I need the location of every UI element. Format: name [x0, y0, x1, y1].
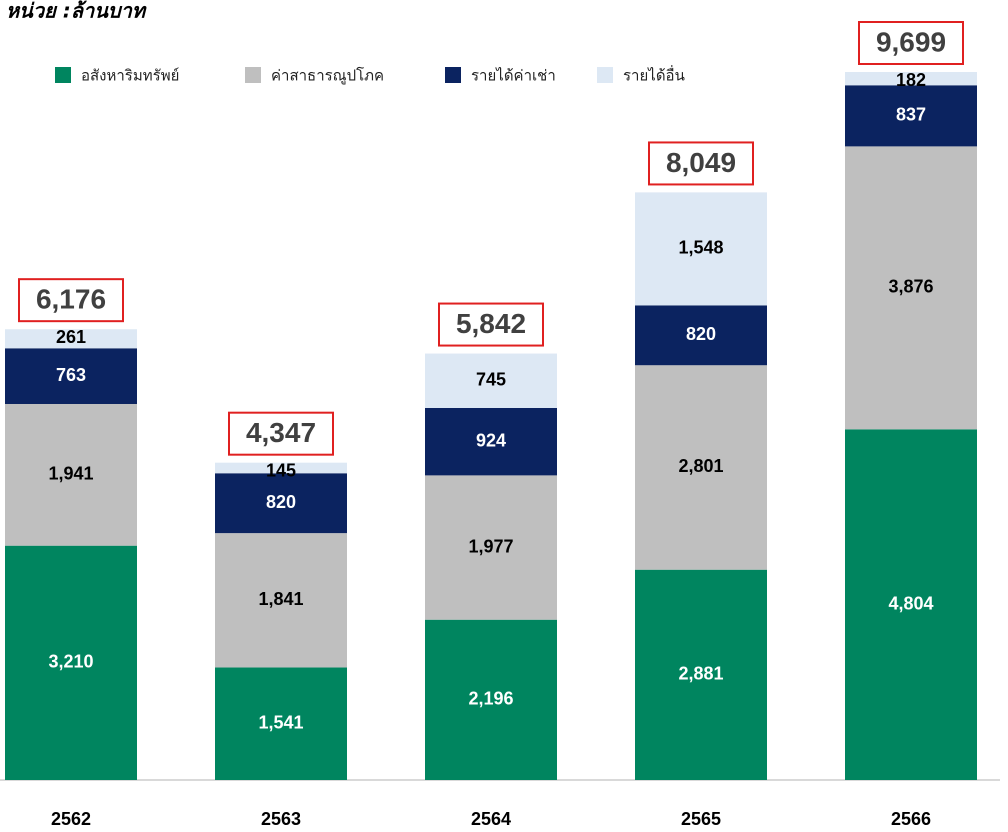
data-label: 763 [56, 365, 86, 385]
bar-segment [425, 407, 557, 476]
x-tick-label: 2562 [51, 809, 91, 829]
total-box [438, 302, 544, 347]
bar-segment [215, 667, 347, 780]
data-label: 1,841 [258, 589, 303, 609]
bar-segment [845, 146, 977, 430]
bar-segment [215, 462, 347, 474]
data-label: 745 [476, 369, 506, 389]
data-label: 145 [266, 460, 296, 480]
data-label: 182 [896, 70, 926, 90]
legend-label: รายได้ค่าเช่า [471, 67, 556, 85]
bar-segment [845, 72, 977, 86]
bar-segment [425, 619, 557, 780]
bar-segment [845, 85, 977, 147]
bar-segment [215, 533, 347, 668]
bar-segment [5, 545, 137, 780]
total-box [858, 21, 964, 65]
bar-segment [635, 192, 767, 306]
data-label: 3,876 [888, 277, 933, 297]
x-tick-label: 2565 [681, 809, 721, 829]
data-label: 1,548 [678, 238, 723, 258]
data-label: 1,977 [468, 536, 513, 556]
total-box [648, 141, 754, 186]
data-label: 1,541 [258, 713, 303, 733]
bar-segment [5, 329, 137, 349]
total-label: 8,049 [666, 147, 736, 178]
bar-segment [5, 403, 137, 546]
data-label: 4,804 [888, 593, 933, 613]
legend-swatch [445, 67, 461, 83]
legend-swatch [55, 67, 71, 83]
total-box [18, 278, 124, 323]
data-label: 261 [56, 327, 86, 347]
x-tick-label: 2564 [471, 809, 511, 829]
bar-segment [635, 365, 767, 570]
legend-swatch [245, 67, 261, 83]
data-label: 1,941 [48, 464, 93, 484]
bar-segment [425, 475, 557, 620]
data-label: 3,210 [48, 652, 93, 672]
data-label: 2,196 [468, 689, 513, 709]
bar-segment [215, 473, 347, 534]
legend-label: อสังหาริมทรัพย์ [81, 67, 179, 85]
data-label: 924 [476, 430, 506, 450]
bar-segment [425, 353, 557, 408]
data-label: 820 [686, 324, 716, 344]
data-label: 820 [266, 492, 296, 512]
unit-label: หน่วย :ล้านบาท [6, 0, 147, 23]
total-label: 5,842 [456, 308, 526, 339]
data-label: 837 [896, 105, 926, 125]
bar-segment [635, 569, 767, 780]
bar-segment [845, 429, 977, 780]
legend-label: รายได้อื่น [623, 65, 685, 85]
data-label: 2,881 [678, 664, 723, 684]
x-tick-label: 2566 [891, 809, 931, 829]
total-label: 6,176 [36, 284, 106, 315]
bar-segment [635, 305, 767, 366]
total-label: 9,699 [876, 26, 946, 57]
legend-swatch [597, 67, 613, 83]
bar-segment [5, 348, 137, 404]
x-tick-label: 2563 [261, 809, 301, 829]
legend-label: ค่าสาธารณูปโภค [271, 67, 384, 85]
total-label: 4,347 [246, 417, 316, 448]
data-label: 2,801 [678, 456, 723, 476]
total-box [228, 411, 334, 456]
